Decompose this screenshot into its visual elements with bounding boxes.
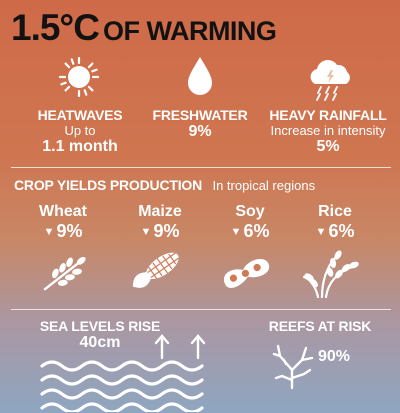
crop-name: Maize bbox=[138, 203, 182, 220]
decrease-marker: ▼ bbox=[140, 226, 152, 238]
crop-soy: Soy ▼ 6% bbox=[205, 203, 295, 242]
divider bbox=[11, 167, 391, 168]
crop-header: CROP YIELDS PRODUCTION In tropical regio… bbox=[14, 177, 315, 195]
crop-rice: Rice ▼ 6% bbox=[290, 203, 380, 242]
freshwater-value: 9% bbox=[188, 123, 212, 140]
water-drop-icon bbox=[188, 57, 212, 95]
sun-icon bbox=[58, 56, 100, 98]
crop-heading: CROP YIELDS PRODUCTION bbox=[14, 177, 202, 193]
decrease-marker: ▼ bbox=[315, 226, 327, 238]
rainfall-block: HEAVY RAINFALL Increase in intensity 5% bbox=[258, 107, 398, 156]
sea-level-rise-icon bbox=[40, 334, 206, 412]
crop-value-number: 9% bbox=[56, 221, 83, 241]
sea-level-label: SEA LEVELS RISE bbox=[39, 318, 161, 334]
rainfall-sub: Increase in intensity bbox=[270, 123, 386, 138]
crop-name: Soy bbox=[235, 203, 265, 220]
crop-name: Rice bbox=[318, 203, 352, 220]
crop-maize: Maize ▼ 9% bbox=[115, 203, 205, 242]
heatwaves-sub: Up to bbox=[64, 123, 96, 138]
freshwater-label: FRESHWATER bbox=[152, 107, 248, 123]
crop-value-number: 6% bbox=[243, 221, 270, 241]
crop-wheat: Wheat ▼ 9% bbox=[18, 203, 108, 242]
title-temperature: 1.5°C bbox=[11, 7, 100, 48]
crop-name: Wheat bbox=[39, 203, 87, 220]
sea-level-block: SEA LEVELS RISE 40cm bbox=[30, 318, 170, 352]
reefs-value-wrap: 90% bbox=[318, 348, 350, 366]
rice-icon bbox=[302, 250, 359, 299]
soy-icon bbox=[223, 259, 270, 288]
crop-note: In tropical regions bbox=[212, 178, 316, 193]
reefs-block: REEFS AT RISK bbox=[260, 318, 380, 334]
rain-cloud-icon bbox=[310, 60, 350, 101]
reefs-value: 90% bbox=[318, 348, 351, 365]
crop-value: ▼ 6% bbox=[205, 221, 295, 242]
heatwaves-block: HEATWAVES Up to 1.1 month bbox=[20, 107, 140, 156]
rainfall-label: HEAVY RAINFALL bbox=[269, 107, 387, 123]
decrease-marker: ▼ bbox=[43, 226, 55, 238]
divider bbox=[11, 309, 391, 310]
rainfall-value: 5% bbox=[316, 138, 340, 155]
crop-value-number: 9% bbox=[153, 221, 180, 241]
maize-icon bbox=[132, 252, 180, 288]
page-title: 1.5°C OF WARMING bbox=[11, 7, 277, 48]
crop-value: ▼ 9% bbox=[18, 221, 108, 242]
wheat-icon bbox=[43, 256, 86, 291]
heatwaves-value: 1.1 month bbox=[42, 138, 118, 155]
crop-value-number: 6% bbox=[328, 221, 355, 241]
freshwater-block: FRESHWATER 9% bbox=[140, 107, 260, 141]
crop-value: ▼ 6% bbox=[290, 221, 380, 242]
reefs-label: REEFS AT RISK bbox=[268, 318, 372, 334]
sea-level-value: 40cm bbox=[79, 334, 121, 351]
decrease-marker: ▼ bbox=[230, 226, 242, 238]
coral-icon bbox=[272, 344, 314, 390]
crop-value: ▼ 9% bbox=[115, 221, 205, 242]
title-rest: OF WARMING bbox=[102, 16, 277, 46]
heatwaves-label: HEATWAVES bbox=[37, 107, 123, 123]
